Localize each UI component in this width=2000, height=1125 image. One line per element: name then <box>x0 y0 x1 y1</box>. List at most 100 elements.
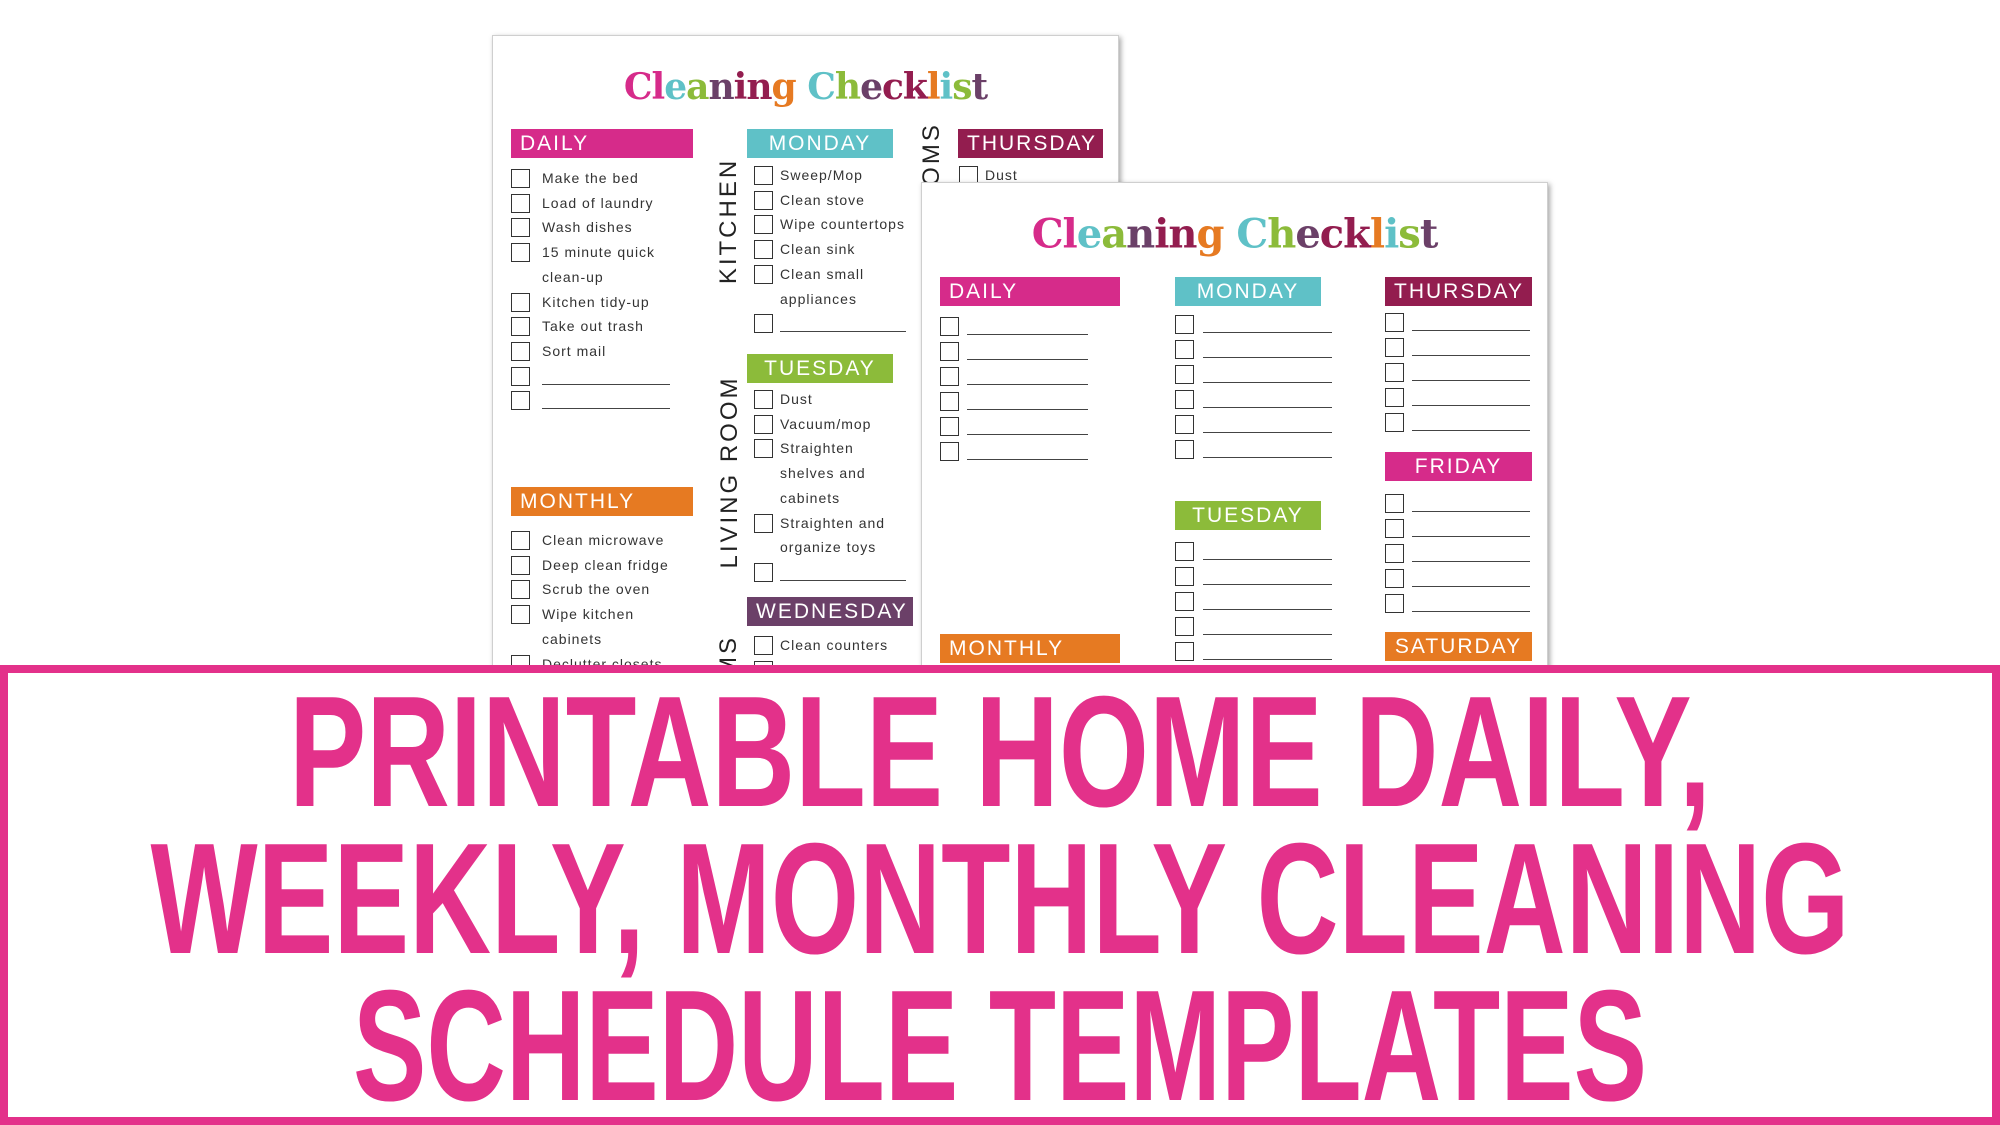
checkbox[interactable] <box>1385 594 1404 613</box>
checkbox[interactable] <box>940 392 959 411</box>
checklist-row <box>1385 494 1535 514</box>
checkbox[interactable] <box>1175 415 1194 434</box>
checkbox[interactable] <box>511 366 530 386</box>
title-letter: a <box>1101 210 1127 258</box>
checkbox[interactable] <box>1175 617 1194 636</box>
write-in-line[interactable] <box>542 408 670 410</box>
checkbox[interactable] <box>1385 413 1404 432</box>
checkbox[interactable] <box>1175 365 1194 384</box>
write-in-line[interactable] <box>1412 355 1530 356</box>
write-in-line[interactable] <box>1203 559 1332 560</box>
checkbox[interactable] <box>940 367 959 386</box>
title-letter: g <box>771 66 797 108</box>
checkbox[interactable] <box>1175 315 1194 334</box>
checkbox[interactable] <box>754 240 773 260</box>
checkbox[interactable] <box>1175 390 1194 409</box>
write-in-line[interactable] <box>967 409 1088 410</box>
write-in-line[interactable] <box>1203 432 1332 433</box>
checkbox[interactable] <box>1385 494 1404 513</box>
checkbox[interactable] <box>511 218 530 238</box>
checkbox[interactable] <box>940 342 959 361</box>
title-letter: e <box>860 66 883 108</box>
checkbox[interactable] <box>754 562 773 582</box>
checkbox[interactable] <box>1385 338 1404 357</box>
checkbox[interactable] <box>940 417 959 436</box>
checkbox[interactable] <box>1385 569 1404 588</box>
write-in-line[interactable] <box>1203 634 1332 635</box>
title-letter: e <box>664 66 687 108</box>
write-in-line[interactable] <box>1203 584 1332 585</box>
write-in-line[interactable] <box>1412 405 1530 406</box>
write-in-line[interactable] <box>1203 357 1332 358</box>
title-letter: C <box>623 66 653 108</box>
checkbox[interactable] <box>1385 544 1404 563</box>
checkbox[interactable] <box>754 314 773 334</box>
write-in-line[interactable] <box>1203 609 1332 610</box>
checkbox[interactable] <box>1385 519 1404 538</box>
write-in-line[interactable] <box>1203 457 1332 458</box>
write-in-line[interactable] <box>780 579 906 581</box>
write-in-line[interactable] <box>1203 659 1332 660</box>
write-in-line[interactable] <box>1412 536 1530 537</box>
item-label: Scrub the oven <box>542 581 651 598</box>
write-in-line[interactable] <box>967 359 1088 360</box>
checkbox[interactable] <box>511 317 530 337</box>
checkbox[interactable] <box>1385 388 1404 407</box>
checkbox[interactable] <box>1175 642 1194 661</box>
checkbox[interactable] <box>511 605 530 625</box>
checkbox[interactable] <box>754 166 773 185</box>
checkbox[interactable] <box>754 390 773 409</box>
write-in-line[interactable] <box>967 434 1088 435</box>
title-letter: s <box>1398 210 1421 258</box>
write-in-line[interactable] <box>1412 586 1530 587</box>
checkbox[interactable] <box>1175 440 1194 459</box>
banner-line-1: PRINTABLE HOME DAILY, <box>289 673 1711 840</box>
title-letter: l <box>651 66 666 108</box>
checkbox[interactable] <box>754 264 773 284</box>
checkbox[interactable] <box>511 531 530 550</box>
checkbox[interactable] <box>1175 542 1194 561</box>
checkbox[interactable] <box>511 341 530 361</box>
checklist-item <box>511 366 670 387</box>
checkbox[interactable] <box>754 513 773 533</box>
checkbox[interactable] <box>1175 340 1194 359</box>
write-in-line[interactable] <box>1203 382 1332 383</box>
write-in-line[interactable] <box>1412 611 1530 612</box>
checkbox[interactable] <box>511 580 530 600</box>
checkbox[interactable] <box>754 414 773 434</box>
write-in-line[interactable] <box>1203 407 1332 408</box>
checkbox[interactable] <box>754 215 773 235</box>
section-header-monday: MONDAY <box>1175 277 1321 306</box>
write-in-line[interactable] <box>1203 332 1332 333</box>
write-in-line[interactable] <box>967 459 1088 460</box>
title-letter: l <box>926 66 941 108</box>
checkbox[interactable] <box>754 439 773 459</box>
write-in-line[interactable] <box>1412 330 1530 331</box>
checkbox[interactable] <box>511 169 530 188</box>
write-in-line[interactable] <box>780 331 906 333</box>
title-letter <box>1223 211 1236 258</box>
write-in-line[interactable] <box>542 383 670 385</box>
checkbox[interactable] <box>511 193 530 213</box>
write-in-line[interactable] <box>967 384 1088 385</box>
title-letter: g <box>1196 210 1225 258</box>
checkbox[interactable] <box>1175 592 1194 611</box>
checkbox[interactable] <box>511 292 530 312</box>
checkbox[interactable] <box>511 555 530 575</box>
write-in-line[interactable] <box>1412 380 1530 381</box>
write-in-line[interactable] <box>967 334 1088 335</box>
checkbox[interactable] <box>1385 363 1404 382</box>
checkbox[interactable] <box>1385 313 1404 332</box>
checklist-row <box>1385 413 1535 433</box>
checklist-row <box>1175 592 1332 612</box>
write-in-line[interactable] <box>1412 430 1530 431</box>
checkbox[interactable] <box>1175 567 1194 586</box>
checkbox[interactable] <box>940 442 959 461</box>
checkbox[interactable] <box>511 243 530 263</box>
checkbox[interactable] <box>754 190 773 210</box>
checkbox[interactable] <box>940 317 959 336</box>
write-in-line[interactable] <box>1412 561 1530 562</box>
write-in-line[interactable] <box>1412 511 1530 512</box>
checkbox[interactable] <box>754 636 773 655</box>
checkbox[interactable] <box>511 391 530 411</box>
